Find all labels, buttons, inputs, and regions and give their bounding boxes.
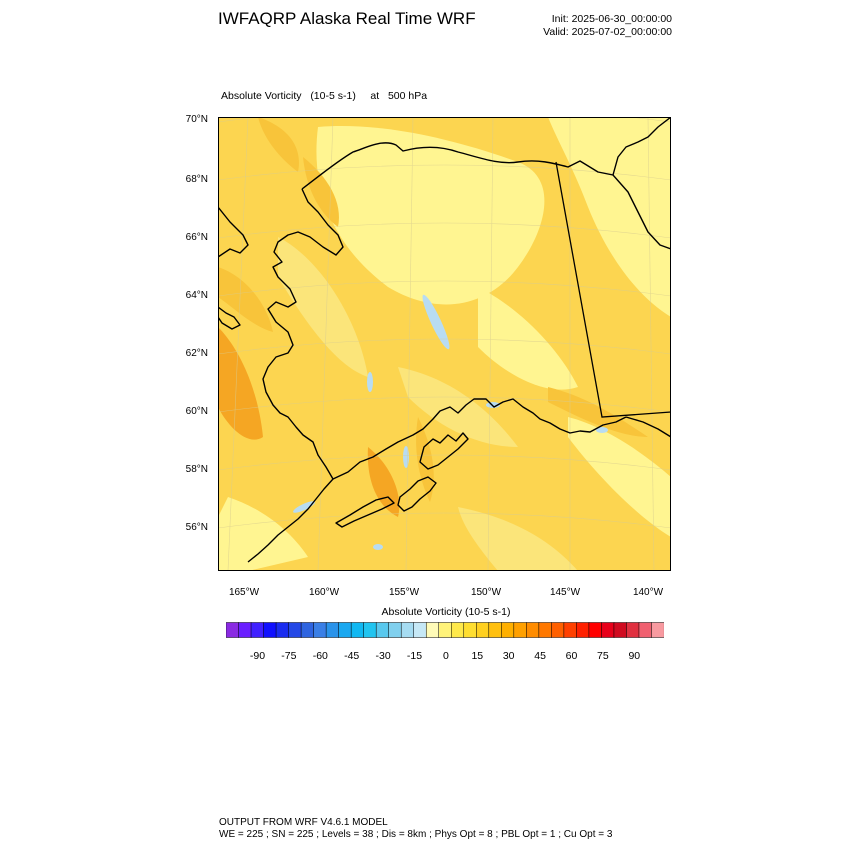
colorbar-swatch bbox=[413, 622, 427, 638]
field-name: Absolute Vorticity bbox=[221, 90, 302, 102]
colorbar-swatch bbox=[363, 622, 377, 638]
colorbar-tick: 45 bbox=[534, 650, 546, 662]
colorbar-tick: -45 bbox=[344, 650, 360, 662]
colorbar-swatch bbox=[275, 622, 290, 638]
colorbar-tick: -75 bbox=[281, 650, 297, 662]
colorbar-tick: 30 bbox=[502, 650, 515, 662]
field-units: (10-5 s-1) bbox=[310, 90, 356, 102]
lat-label: 58°N bbox=[185, 464, 208, 475]
colorbar-swatch bbox=[463, 622, 477, 638]
lon-label: 145°W bbox=[549, 587, 581, 598]
colorbar-swatch bbox=[250, 622, 264, 638]
lat-label: 70°N bbox=[185, 114, 208, 125]
colorbar-swatch bbox=[526, 622, 540, 638]
colorbar-tick: 75 bbox=[597, 650, 609, 662]
lon-label: 160°W bbox=[308, 587, 340, 598]
lat-label: 64°N bbox=[185, 290, 208, 301]
page-title: IWFAQRP Alaska Real Time WRF bbox=[218, 9, 476, 28]
colorbar-swatch bbox=[488, 622, 502, 638]
map-frame bbox=[218, 117, 671, 571]
lon-label: 155°W bbox=[388, 587, 420, 598]
model-footer: OUTPUT FROM WRF V4.6.1 MODEL bbox=[219, 817, 388, 828]
colorbar-swatch bbox=[226, 622, 239, 638]
colorbar-swatch bbox=[513, 622, 527, 638]
colorbar-swatch bbox=[563, 622, 577, 638]
colorbar-tick: -30 bbox=[375, 650, 391, 662]
vorticity-map bbox=[218, 117, 671, 571]
colorbar-tick: -90 bbox=[249, 650, 266, 662]
colorbar-swatch bbox=[451, 622, 465, 638]
colorbar-swatch bbox=[263, 622, 277, 638]
lat-label: 62°N bbox=[185, 348, 208, 359]
colorbar-swatch bbox=[576, 622, 590, 638]
lon-label: 165°W bbox=[228, 587, 260, 598]
colorbar-swatch bbox=[626, 622, 640, 638]
colorbar-swatch bbox=[638, 622, 652, 638]
colorbar-swatch bbox=[325, 622, 340, 638]
lon-label: 150°W bbox=[470, 587, 502, 598]
level-prefix: at bbox=[370, 90, 380, 102]
colorbar-swatch bbox=[651, 622, 664, 638]
colorbar-swatch bbox=[300, 622, 315, 638]
colorbar-swatch bbox=[425, 622, 440, 638]
alaska-coastline bbox=[218, 117, 671, 563]
lat-label: 66°N bbox=[185, 232, 208, 243]
colorbar-swatch bbox=[375, 622, 390, 638]
model-config: WE = 225 ; SN = 225 ; Levels = 38 ; Dis … bbox=[219, 829, 613, 840]
lon-label: 140°W bbox=[632, 587, 664, 598]
international-border bbox=[555, 161, 671, 418]
colorbar-tick: -15 bbox=[406, 650, 423, 662]
colorbar-swatch bbox=[501, 622, 515, 638]
colorbar-label: Absolute Vorticity (10-5 s-1) bbox=[381, 606, 511, 618]
plot-subtitle: Absolute Vorticity (10-5 s-1) at 500 hPa bbox=[221, 90, 427, 102]
lat-label: 68°N bbox=[185, 174, 208, 185]
lat-label: 56°N bbox=[185, 522, 208, 533]
colorbar-swatch bbox=[350, 622, 365, 638]
colorbar-swatch bbox=[601, 622, 615, 638]
valid-time: Valid: 2025-07-02_00:00:00 bbox=[543, 26, 672, 38]
colorbar-tick: -60 bbox=[312, 650, 328, 662]
colorbar-swatch bbox=[400, 622, 415, 638]
colorbar-swatch bbox=[613, 622, 627, 638]
colorbar-tick: 90 bbox=[628, 650, 641, 662]
colorbar bbox=[226, 622, 664, 638]
colorbar-swatch bbox=[388, 622, 402, 638]
colorbar-swatch bbox=[438, 622, 452, 638]
colorbar-swatch bbox=[476, 622, 490, 638]
colorbar-swatch bbox=[551, 622, 565, 638]
colorbar-tick: 0 bbox=[442, 650, 449, 662]
colorbar-swatch bbox=[588, 622, 602, 638]
graticule bbox=[218, 117, 671, 571]
colorbar-swatch bbox=[288, 622, 302, 638]
lat-label: 60°N bbox=[185, 406, 208, 417]
colorbar-tick: 15 bbox=[471, 650, 484, 662]
colorbar-swatch bbox=[538, 622, 552, 638]
colorbar-swatch bbox=[313, 622, 327, 638]
colorbar-swatch bbox=[238, 622, 252, 638]
colorbar-tick: 60 bbox=[565, 650, 578, 662]
init-time: Init: 2025-06-30_00:00:00 bbox=[551, 13, 672, 25]
pressure-level: 500 hPa bbox=[387, 90, 428, 102]
colorbar-swatch bbox=[338, 622, 352, 638]
